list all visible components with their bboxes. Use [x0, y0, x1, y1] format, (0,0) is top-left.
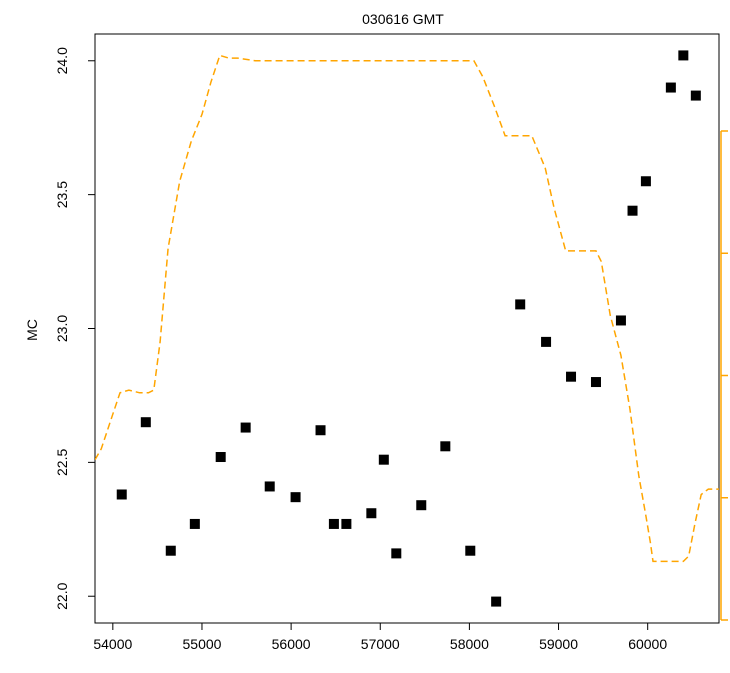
data-point	[366, 508, 377, 519]
data-point	[465, 545, 476, 556]
data-point	[264, 481, 275, 492]
data-point	[566, 371, 577, 382]
data-point	[290, 492, 301, 503]
data-point	[116, 489, 127, 500]
data-point	[189, 518, 200, 529]
x-tick-label: 55000	[183, 636, 222, 652]
data-point	[491, 596, 502, 607]
data-point	[240, 422, 251, 433]
x-tick-label: 56000	[272, 636, 311, 652]
data-point	[678, 50, 689, 61]
chart-title: 030616 GMT	[362, 11, 444, 27]
data-point	[328, 518, 339, 529]
data-point	[690, 90, 701, 101]
data-point	[640, 176, 651, 187]
data-point	[627, 205, 638, 216]
plot-layer: 54000 55000 56000 57000 58000 59000 60000 22.0 2…	[54, 47, 728, 652]
data-point	[165, 545, 176, 556]
data-point	[440, 441, 451, 452]
y-tick-label: 23.5	[54, 181, 70, 208]
data-point	[590, 377, 601, 388]
x-tick-label: 59000	[539, 636, 578, 652]
y-tick-label: 24.0	[54, 47, 70, 74]
y-axis-label: MC	[24, 319, 40, 341]
y-tick-label: 22.5	[54, 449, 70, 476]
data-point	[341, 518, 352, 529]
x-tick-label: 54000	[93, 636, 132, 652]
data-point	[215, 452, 226, 463]
x-tick-label: 60000	[628, 636, 667, 652]
x-tick-label: 58000	[450, 636, 489, 652]
data-point	[665, 82, 676, 93]
data-point	[391, 548, 402, 559]
y-tick-label: 23.0	[54, 315, 70, 342]
data-point	[315, 425, 326, 436]
data-point	[378, 454, 389, 465]
series-line	[95, 54, 719, 563]
data-point	[140, 417, 151, 428]
data-point	[515, 299, 526, 310]
data-point	[541, 336, 552, 347]
data-point	[615, 315, 626, 326]
y-tick-label: 22.0	[54, 582, 70, 609]
x-tick-label: 57000	[361, 636, 400, 652]
data-point	[416, 500, 427, 511]
